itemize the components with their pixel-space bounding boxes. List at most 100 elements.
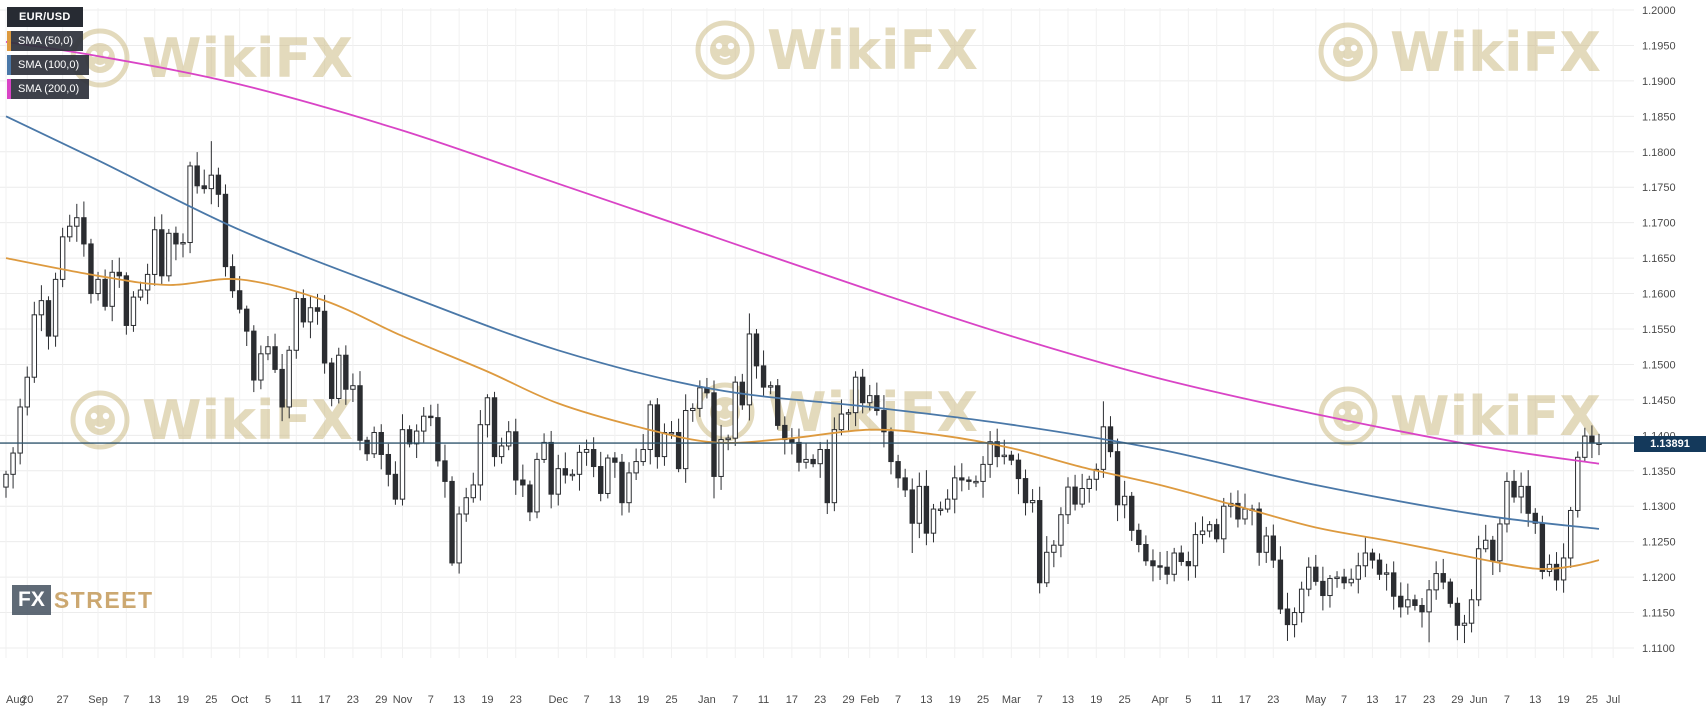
svg-text:27: 27 [57, 694, 69, 706]
svg-text:WikiFX: WikiFX [142, 27, 353, 90]
svg-text:29: 29 [842, 694, 854, 706]
sma-line [5, 41, 1600, 465]
svg-text:Dec: Dec [548, 694, 568, 706]
svg-text:1.1100: 1.1100 [1642, 643, 1675, 655]
svg-text:1.1800: 1.1800 [1642, 147, 1676, 159]
svg-text:Oct: Oct [231, 694, 248, 706]
svg-text:25: 25 [205, 694, 217, 706]
svg-text:13: 13 [1062, 694, 1074, 706]
svg-text:WikiFX: WikiFX [767, 19, 978, 82]
svg-text:1.2000: 1.2000 [1642, 5, 1676, 17]
symbol-label: EUR/USD [7, 7, 83, 27]
svg-text:11: 11 [1211, 694, 1222, 706]
chart-legend: EUR/USD SMA (50,0) SMA (100,0) SMA (200,… [7, 7, 90, 99]
svg-text:WikiFX: WikiFX [1390, 385, 1601, 448]
svg-text:WikiFX: WikiFX [1390, 21, 1601, 84]
sma-lines [5, 41, 1600, 570]
sma100-color-swatch [7, 55, 11, 75]
legend-sma100: SMA (100,0) [7, 55, 90, 75]
svg-text:19: 19 [637, 694, 649, 706]
current-price-tag: 1.13891 [1634, 436, 1706, 452]
legend-sma50: SMA (50,0) [7, 31, 84, 51]
grid [0, 8, 1634, 658]
svg-text:19: 19 [481, 694, 493, 706]
fxstreet-logo: FX STREET [12, 585, 154, 615]
svg-text:7: 7 [1504, 694, 1510, 706]
svg-text:13: 13 [453, 694, 465, 706]
svg-text:20: 20 [21, 694, 33, 706]
sma-line [5, 115, 1600, 530]
sma200-color-swatch [7, 79, 11, 99]
svg-text:5: 5 [265, 694, 271, 706]
svg-text:19: 19 [177, 694, 189, 706]
svg-text:29: 29 [1451, 694, 1463, 706]
svg-text:Feb: Feb [860, 694, 879, 706]
svg-text:1.1350: 1.1350 [1642, 466, 1676, 478]
wikifx-watermark-icon: WikiFX [70, 27, 353, 90]
svg-text:17: 17 [1239, 694, 1251, 706]
sma100-label: SMA (100,0) [18, 59, 80, 71]
svg-text:1.1250: 1.1250 [1642, 537, 1676, 549]
svg-text:Nov: Nov [393, 694, 413, 706]
sma-line [5, 257, 1600, 570]
svg-text:23: 23 [347, 694, 359, 706]
svg-text:7: 7 [732, 694, 738, 706]
svg-text:13: 13 [1529, 694, 1541, 706]
svg-text:Jun: Jun [1470, 694, 1488, 706]
svg-text:25: 25 [1119, 694, 1131, 706]
svg-text:1.1150: 1.1150 [1642, 608, 1675, 620]
svg-text:7: 7 [428, 694, 434, 706]
svg-text:13: 13 [920, 694, 932, 706]
svg-text:1.1750: 1.1750 [1642, 182, 1676, 194]
svg-text:Aug: Aug [6, 694, 26, 706]
sma50-label: SMA (50,0) [18, 35, 74, 47]
svg-text:7: 7 [1341, 694, 1347, 706]
svg-text:25: 25 [1586, 694, 1598, 706]
svg-text:1.1650: 1.1650 [1642, 253, 1676, 265]
sma50-color-swatch [7, 31, 11, 51]
svg-text:1.1900: 1.1900 [1642, 76, 1676, 88]
svg-text:WikiFX: WikiFX [142, 389, 353, 452]
svg-text:11: 11 [758, 694, 769, 706]
svg-text:7: 7 [583, 694, 589, 706]
svg-text:1.1700: 1.1700 [1642, 218, 1676, 230]
svg-text:7: 7 [123, 694, 129, 706]
svg-text:1.1950: 1.1950 [1642, 40, 1676, 52]
svg-text:Mar: Mar [1002, 694, 1021, 706]
svg-text:1.1600: 1.1600 [1642, 289, 1676, 301]
svg-text:May: May [1305, 694, 1326, 706]
svg-text:1.1550: 1.1550 [1642, 324, 1676, 336]
svg-text:1.1200: 1.1200 [1642, 572, 1676, 584]
svg-text:17: 17 [1395, 694, 1407, 706]
svg-text:11: 11 [291, 694, 302, 706]
svg-text:5: 5 [1185, 694, 1191, 706]
svg-text:19: 19 [1557, 694, 1569, 706]
svg-text:23: 23 [510, 694, 522, 706]
svg-text:23: 23 [1267, 694, 1279, 706]
svg-text:19: 19 [1090, 694, 1102, 706]
legend-sma200: SMA (200,0) [7, 79, 90, 99]
svg-text:19: 19 [949, 694, 961, 706]
fxstreet-street-text: STREET [53, 586, 154, 613]
svg-text:17: 17 [786, 694, 798, 706]
wikifx-watermarks: WikiFX WikiFX WikiFX WikiFX WikiFX WikiFX [70, 19, 1601, 452]
svg-text:25: 25 [977, 694, 989, 706]
wikifx-watermark-icon: WikiFX [1318, 21, 1601, 84]
wikifx-watermark-icon: WikiFX [695, 381, 978, 444]
svg-text:1.1300: 1.1300 [1642, 501, 1676, 513]
svg-text:23: 23 [1423, 694, 1435, 706]
svg-text:1.1850: 1.1850 [1642, 111, 1676, 123]
svg-text:13: 13 [609, 694, 621, 706]
svg-text:25: 25 [665, 694, 677, 706]
wikifx-watermark-icon: WikiFX [1318, 385, 1601, 448]
svg-text:13: 13 [149, 694, 161, 706]
fxstreet-fx-box: FX [12, 585, 51, 615]
wikifx-watermark-icon: WikiFX [70, 389, 353, 452]
svg-text:29: 29 [375, 694, 387, 706]
wikifx-watermark-icon: WikiFX [695, 19, 978, 82]
svg-text:1.1500: 1.1500 [1642, 359, 1676, 371]
svg-text:1.1450: 1.1450 [1642, 395, 1676, 407]
svg-text:13: 13 [1366, 694, 1378, 706]
